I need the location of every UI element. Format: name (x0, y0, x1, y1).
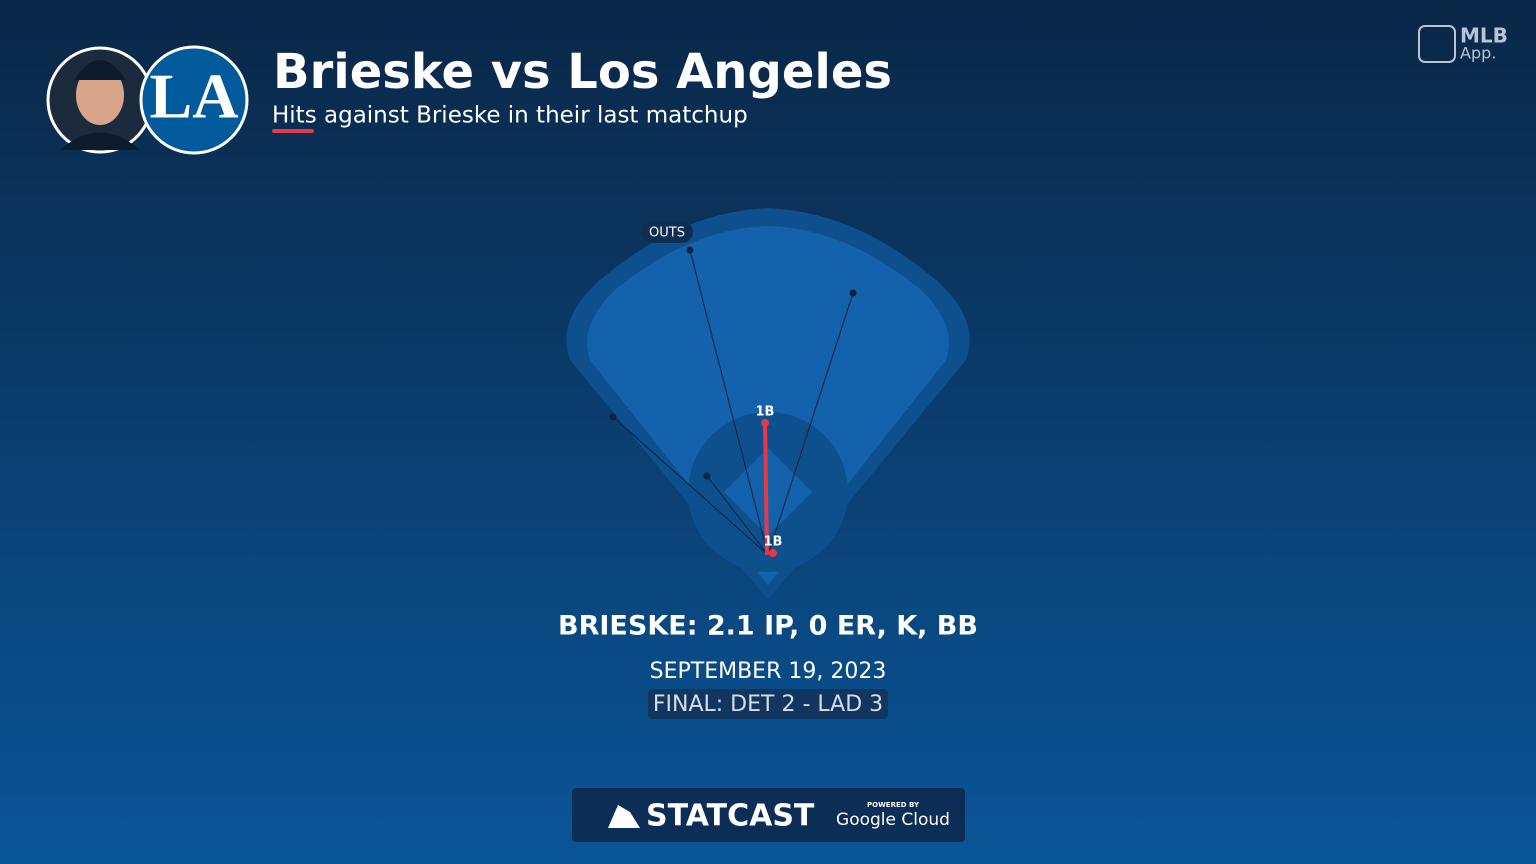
hit-dot (769, 549, 777, 557)
underline (272, 129, 314, 133)
footer-box (572, 788, 965, 842)
powered-by: POWERED BY (867, 801, 920, 809)
title: Brieske vs Los Angeles (273, 44, 892, 100)
hit-label: 1B (756, 405, 775, 420)
team-logo: LA (139, 45, 249, 155)
brand-name: MLB (1460, 24, 1508, 48)
player-avatar (46, 46, 154, 154)
brand-logo: MLB App. (1418, 24, 1508, 63)
outs-label: OUTS (649, 226, 685, 241)
team-logo-text: LA (150, 61, 239, 132)
hit-line (763, 422, 769, 556)
partner: Google Cloud (836, 810, 950, 830)
statcast-logo: STATCAST (646, 799, 815, 834)
out-lines (609, 246, 857, 556)
field: OUTS 1B 1B (566, 208, 970, 600)
game-date: SEPTEMBER 19, 2023 (650, 659, 887, 684)
subtitle: Hits against Brieske in their last match… (272, 103, 748, 129)
statcast-icon (608, 805, 640, 828)
hit-dot (761, 419, 769, 427)
final-box (648, 689, 888, 719)
summary-line: BRIESKE: 2.1 IP, 0 ER, K, BB (558, 611, 978, 642)
hit-label: 1B (764, 535, 783, 550)
final-score: FINAL: DET 2 - LAD 3 (653, 692, 883, 717)
brand-suffix: App. (1460, 44, 1496, 63)
